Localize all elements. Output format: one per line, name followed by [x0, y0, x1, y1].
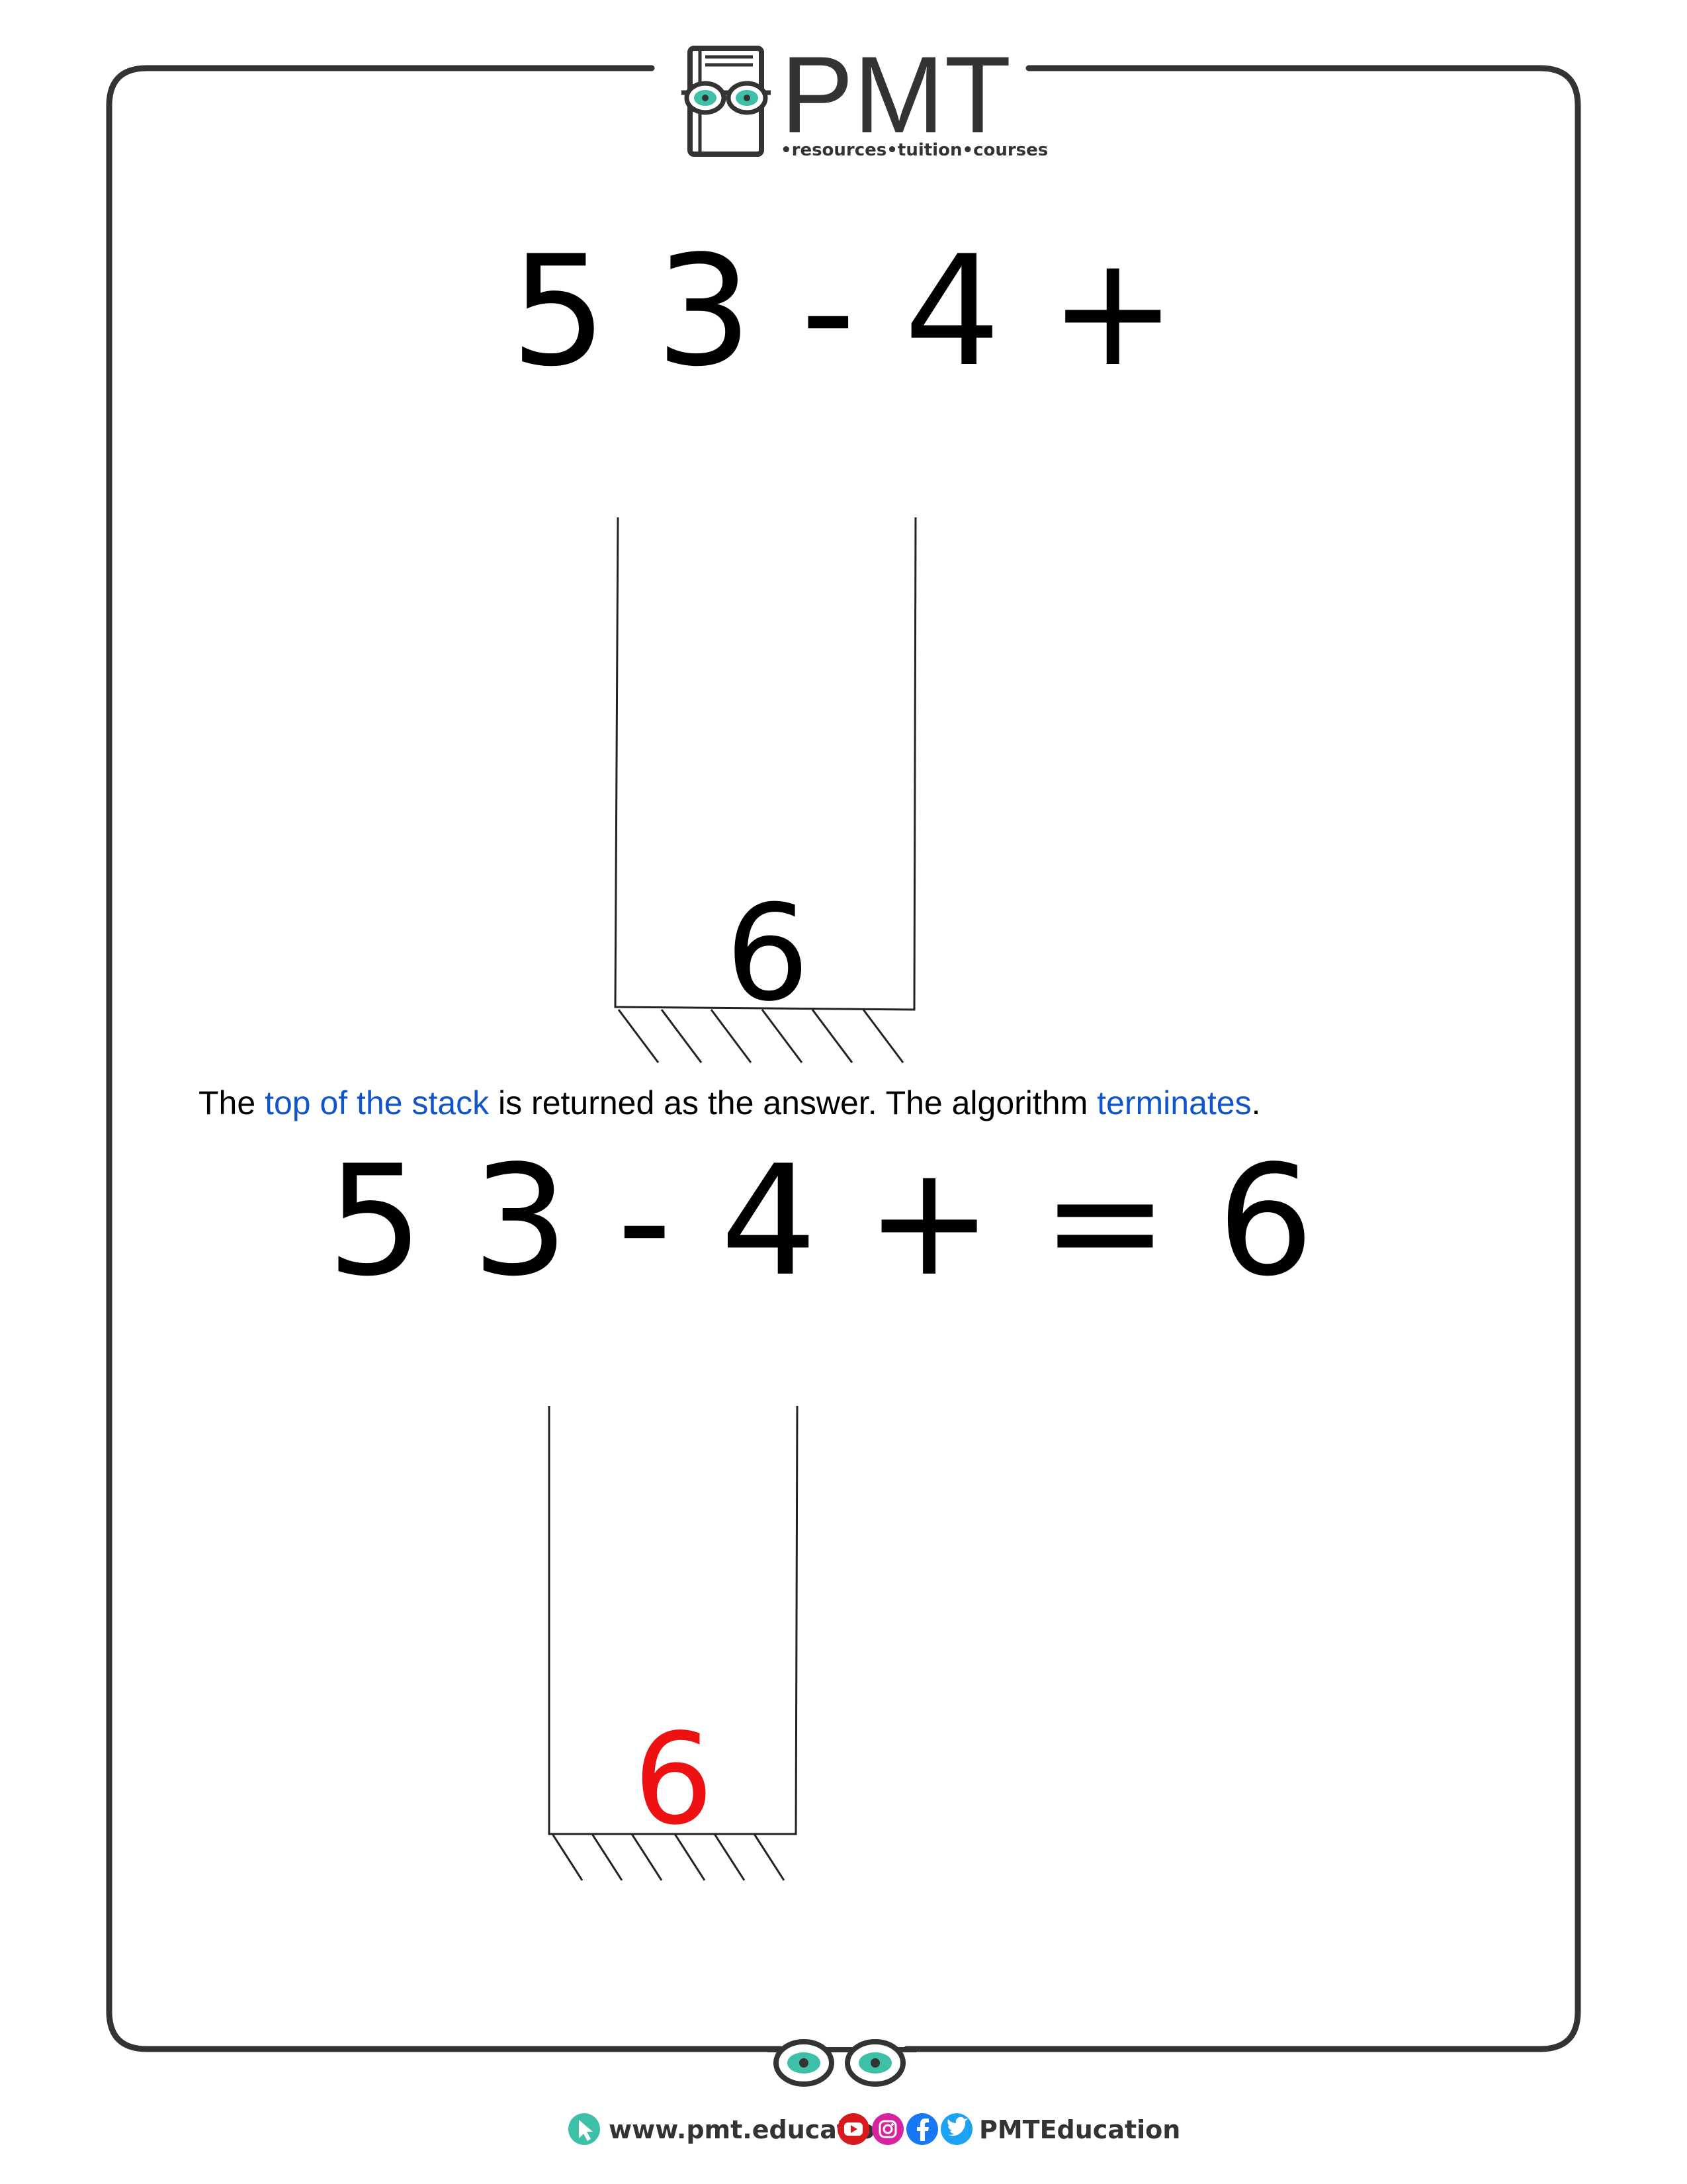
- caption-part-3: .: [1251, 1084, 1261, 1121]
- expression-final: 5 3 - 4 + = 6: [327, 1133, 1314, 1310]
- term-terminates: terminates: [1097, 1084, 1252, 1121]
- footer-glasses-icon: [767, 2039, 916, 2087]
- stack-base-hatching: [551, 1833, 785, 1881]
- stack-walls: [614, 517, 917, 1011]
- stack-walls: [548, 1405, 799, 1835]
- expression-before: 5 3 - 4 +: [510, 224, 1176, 400]
- stack-diagram-before: 6: [614, 517, 917, 1063]
- caption-part-1: The: [198, 1084, 265, 1121]
- logo-tagline: •resources•tuition•courses: [781, 140, 1048, 160]
- logo-text: PMT: [781, 34, 1011, 155]
- cursor-icon: [568, 2113, 600, 2145]
- caption-part-2: is returned as the answer. The algorithm: [489, 1084, 1098, 1121]
- social-handle: PMTEducation: [979, 2115, 1180, 2144]
- twitter-icon[interactable]: [941, 2113, 973, 2145]
- facebook-icon[interactable]: [906, 2113, 938, 2145]
- term-top-of-stack: top of the stack: [265, 1084, 490, 1121]
- page-frame: [106, 65, 1581, 2052]
- book-glasses-icon: [681, 46, 771, 157]
- pmt-logo[interactable]: PMT •resources•tuition•courses: [681, 34, 1048, 160]
- social-links: PMTEducation: [838, 2113, 1180, 2145]
- youtube-icon[interactable]: [838, 2113, 869, 2145]
- stack-item-top: 6: [725, 877, 809, 1031]
- stack-base-hatching: [617, 1009, 904, 1063]
- stack-item-result: 6: [634, 1706, 714, 1853]
- explanation-text: The top of the stack is returned as the …: [198, 1080, 1489, 1126]
- instagram-icon[interactable]: [872, 2113, 904, 2145]
- stack-diagram-final: 6: [548, 1405, 799, 1881]
